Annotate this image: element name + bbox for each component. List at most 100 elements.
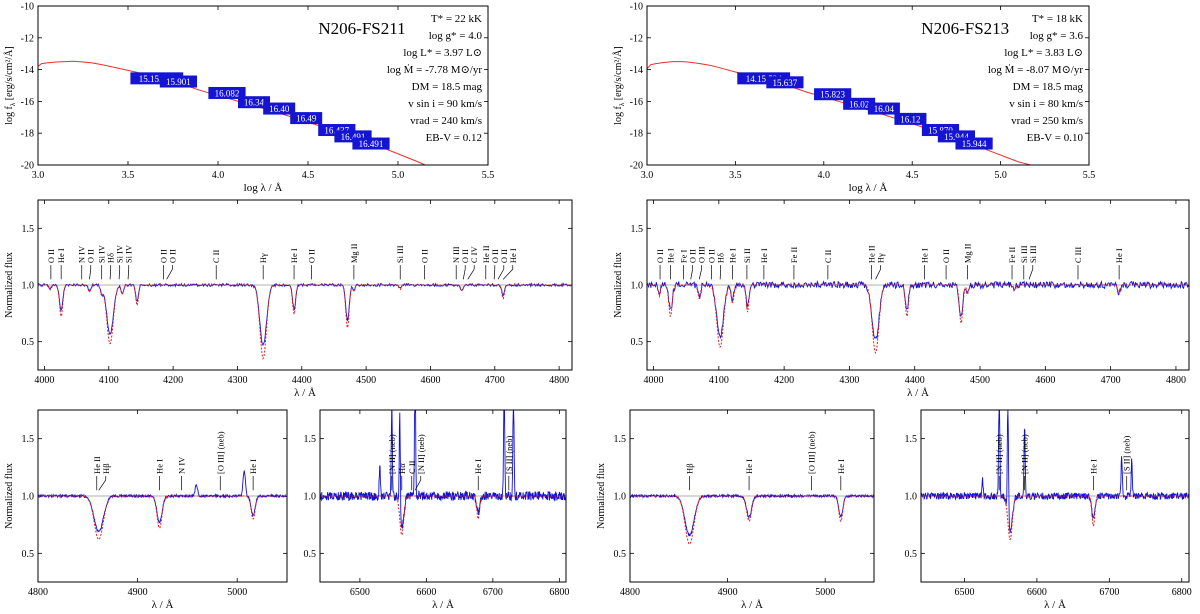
line-id-label: Hδ [106, 253, 116, 263]
line-id-tick [502, 268, 514, 280]
line-id-label: O II [655, 249, 665, 263]
x-tick-label: 6500 [954, 587, 974, 598]
line-id-tick [98, 479, 107, 491]
observed-spectrum-line [320, 410, 566, 529]
y-tick-label: 1.5 [22, 434, 35, 445]
x-tick-label: 6700 [1099, 587, 1119, 598]
photometry-box [352, 137, 390, 150]
y-tick-label: -14 [630, 65, 643, 76]
x-tick-label: 5.5 [482, 170, 495, 181]
sed-panel-fs213: 3.0 3.5 4.0 4.5 5.0 5.5 -20 -18 -16 -14 -12 -10 log … [612, 2, 1095, 195]
x-tick-label: 4300 [839, 375, 859, 386]
x-axis-label: λ / Å [741, 599, 763, 611]
y-tick-label: 1.5 [614, 434, 627, 445]
line-id-tick [414, 479, 422, 491]
photometry-box [894, 112, 927, 125]
x-tick-label: 4700 [485, 375, 505, 386]
y-tick-label: 0.5 [304, 549, 317, 560]
line-id-label: Fe II [789, 247, 799, 263]
line-id-label: O II [460, 249, 470, 263]
x-tick-label: 4600 [420, 375, 440, 386]
photometry-box [843, 97, 876, 110]
line-id-tick [1028, 269, 1034, 280]
y-tick-label: -12 [630, 33, 643, 44]
line-id-label: O II [499, 249, 509, 263]
line-id-tick [462, 269, 466, 280]
photometry-box [318, 124, 356, 137]
line-id-tick [690, 269, 693, 280]
star-name-title: N206-FS213 [921, 19, 1009, 38]
stellar-parameter: DM = 18.5 mag [412, 81, 483, 93]
x-tick-label: 3.5 [729, 170, 742, 181]
x-tick-label: 4800 [1166, 375, 1186, 386]
y-axis-label: Normalized flux [4, 463, 15, 529]
x-tick-label: 5.0 [392, 170, 405, 181]
line-id-label: O II [167, 249, 177, 263]
observed-spectrum-line [921, 410, 1189, 534]
x-axis-label: λ / Å [1044, 599, 1066, 611]
x-tick-label: 6600 [1027, 587, 1047, 598]
line-id-label: O III [697, 246, 707, 263]
axes-frame [319, 409, 567, 583]
model-spectrum-line [630, 495, 874, 545]
line-id-label: He I [728, 248, 738, 263]
x-tick-label: 4900 [718, 587, 738, 598]
x-tick-label: 4300 [227, 375, 247, 386]
photometry-label: 15.944 [944, 132, 969, 142]
model-spectrum-line [921, 495, 1189, 541]
line-id-label: He I [56, 248, 66, 263]
photometry-box [238, 96, 270, 109]
plot-area [38, 282, 572, 360]
photometry-label: 15.901 [166, 77, 191, 87]
x-tick-label: 4700 [1101, 375, 1121, 386]
photometry-label: 16.491 [341, 132, 366, 142]
x-tick-label: 5.5 [1083, 170, 1096, 181]
x-axis-label: λ / Å [432, 599, 454, 611]
x-tick-label: 6800 [1172, 587, 1192, 598]
stellar-parameter: log L* = 3.97 L⊙ [403, 47, 482, 59]
x-tick-label: 4500 [356, 375, 376, 386]
x-tick-label: 4400 [905, 375, 925, 386]
axes-frame [37, 409, 288, 583]
photometry-box [955, 137, 993, 150]
y-tick-label: -12 [21, 33, 34, 44]
line-id-label: Hα [397, 463, 407, 474]
line-id-label: [N II] (neb) [994, 434, 1004, 474]
line-id-label: Mg II [963, 243, 973, 263]
y-tick-label: 1.5 [304, 434, 317, 445]
stellar-parameter: log g* = 3.6 [1030, 30, 1084, 42]
model-spectrum-line [320, 495, 566, 536]
line-id-label: Hβ [685, 463, 695, 473]
stellar-parameter: EB-V = 0.12 [426, 132, 482, 144]
line-id-tick [127, 269, 130, 280]
line-id-label: He I [248, 459, 258, 474]
line-id-label: He I [508, 248, 518, 263]
x-tick-label: 4100 [99, 375, 119, 386]
x-tick-label: 4.5 [302, 170, 315, 181]
x-tick-label: 4900 [128, 587, 148, 598]
stellar-parameter: T* = 18 kK [1032, 13, 1083, 25]
y-tick-label: 1.0 [304, 492, 317, 503]
plot-area [38, 469, 287, 541]
line-id-label: Si IV [97, 244, 107, 263]
y-tick-label: 0.5 [614, 549, 627, 560]
stellar-parameter: log L* = 3.83 L⊙ [1004, 47, 1083, 59]
line-id-label: Hγ [258, 253, 268, 263]
plot-area [921, 410, 1189, 541]
y-tick-label: -10 [630, 2, 643, 13]
line-id-tick [698, 269, 702, 280]
halpha-panel-fs211: 6500 6600 6700 6800 0.5 1.0 1.5 λ / Å [N II] (ne… [304, 409, 569, 611]
stellar-parameter: log Ṁ = -8.07 M⊙/yr [988, 64, 1084, 76]
line-id-label: Si IV [115, 244, 125, 263]
y-tick-label: -18 [630, 129, 643, 140]
hbeta-panel-fs213: 4800 4900 5000 0.5 1.0 1.5 λ / Å Normalized flu… [596, 409, 875, 611]
line-id-label: He I [836, 459, 846, 474]
y-tick-label: 1.0 [631, 281, 644, 292]
x-tick-label: 4800 [549, 375, 569, 386]
x-tick-label: 4100 [709, 375, 729, 386]
photometry-label: 16.082 [215, 88, 240, 98]
photometry-box [263, 102, 296, 115]
y-tick-label: 0.5 [22, 549, 35, 560]
line-id-tick [719, 269, 721, 280]
line-id-label: N IV [77, 245, 87, 263]
